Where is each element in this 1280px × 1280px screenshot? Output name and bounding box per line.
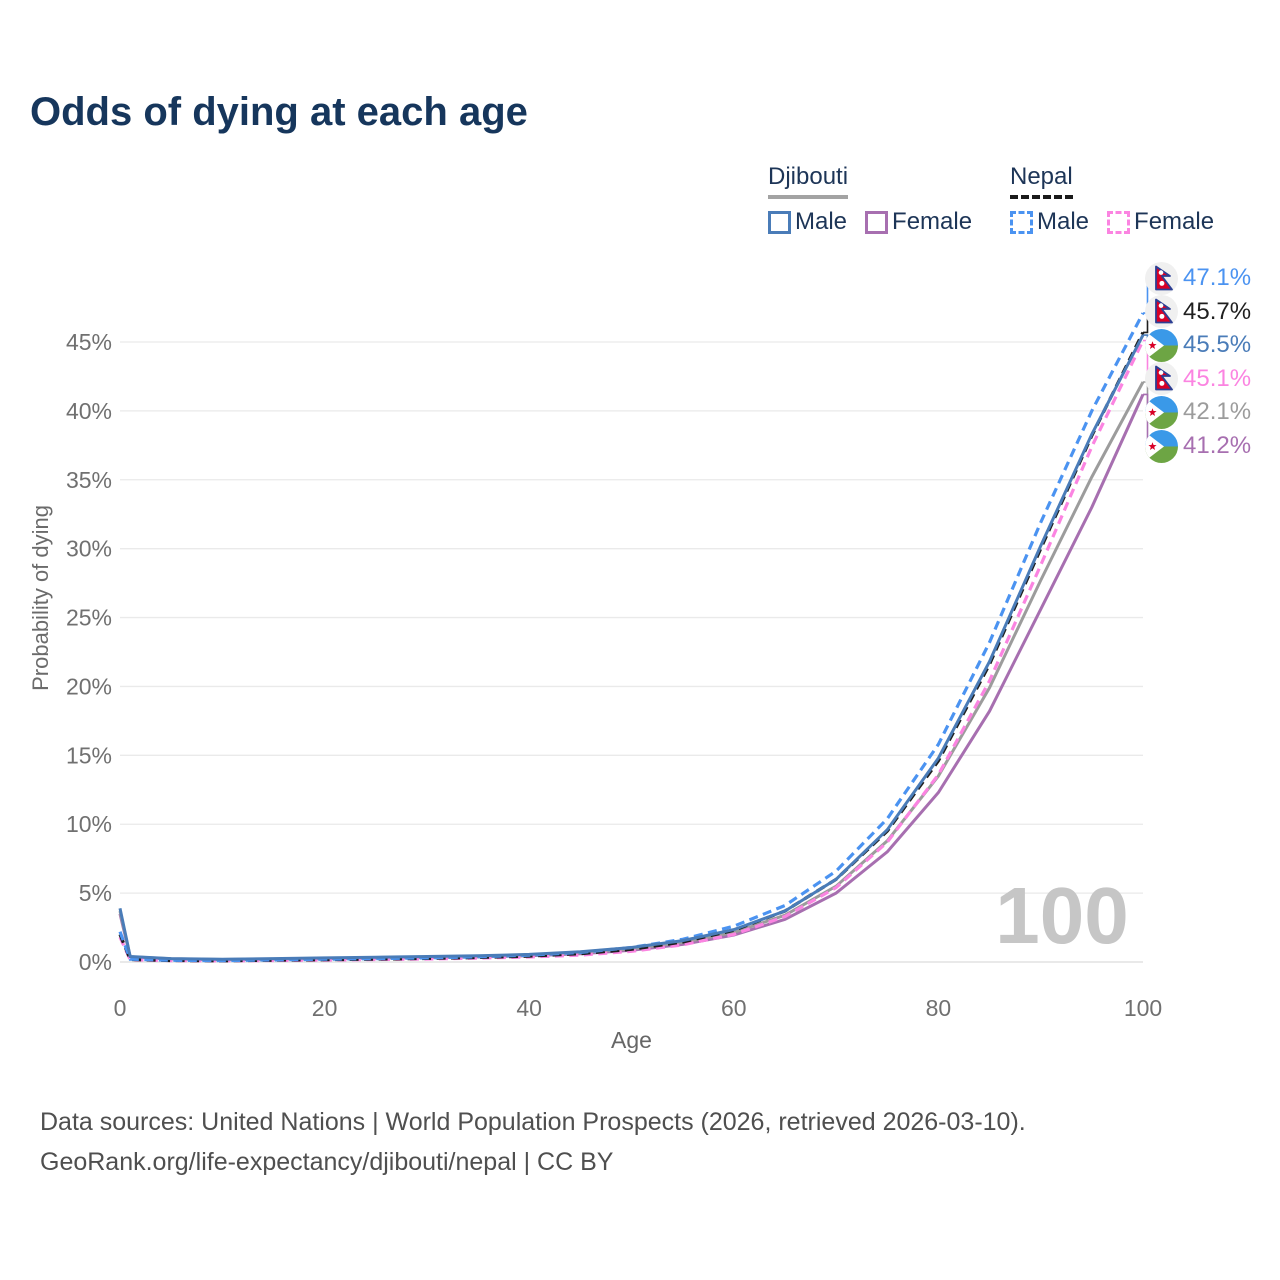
legend-label: Female (1134, 208, 1215, 235)
svg-text:20%: 20% (66, 673, 112, 699)
svg-text:60: 60 (721, 995, 747, 1021)
end-label-value: 47.1% (1183, 264, 1252, 291)
djibouti-flag-icon (1145, 328, 1178, 362)
svg-text:25%: 25% (66, 605, 112, 631)
svg-text:100: 100 (995, 871, 1128, 960)
svg-text:40: 40 (516, 995, 542, 1021)
djibouti-flag-icon (1145, 429, 1178, 463)
legend-items-nepal: Male Female (1010, 208, 1214, 236)
legend-item-nepal-female[interactable]: Female (1107, 208, 1214, 236)
end-label-value: 42.1% (1183, 398, 1252, 426)
svg-text:20: 20 (312, 995, 338, 1021)
legend-label: Female (892, 208, 973, 235)
legend-item-nepal-male[interactable]: Male (1010, 208, 1089, 236)
legend-label: Male (795, 208, 848, 235)
svg-text:80: 80 (926, 995, 952, 1021)
end-label-djibouti-both: 42.1% (1145, 395, 1252, 429)
legend-label: Male (1037, 208, 1090, 235)
legend-items-djibouti: Male Female (768, 208, 972, 236)
djibouti-female-swatch-icon (865, 210, 889, 234)
end-label-djibouti-female: 41.2% (1145, 429, 1252, 463)
attribution-line: GeoRank.org/life-expectancy/djibouti/nep… (40, 1148, 614, 1176)
svg-text:35%: 35% (66, 467, 112, 493)
end-label-value: 41.2% (1183, 432, 1252, 459)
svg-text:0: 0 (114, 995, 127, 1021)
nepal-male-swatch-icon (1010, 210, 1033, 234)
legend-country-nepal: Nepal (1010, 163, 1073, 199)
end-label-value: 45.1% (1183, 364, 1252, 392)
legend-group-djibouti: Djibouti Male Female (768, 163, 972, 236)
legend-country-djibouti: Djibouti (768, 163, 849, 199)
svg-text:45%: 45% (66, 329, 112, 355)
legend-group-nepal: Nepal Male Female (1010, 163, 1214, 236)
nepal-flag-icon (1145, 362, 1178, 396)
svg-text:40%: 40% (66, 398, 112, 424)
end-label-nepal-male: 47.1% (1145, 261, 1252, 295)
djibouti-flag-icon (1145, 395, 1178, 429)
djibouti-male-swatch-icon (768, 210, 791, 234)
end-label-nepal-female: 45.1% (1145, 362, 1252, 396)
legend-item-djibouti-female[interactable]: Female (865, 208, 972, 236)
end-label-value: 45.7% (1183, 297, 1252, 325)
svg-text:5%: 5% (79, 880, 112, 906)
nepal-female-swatch-icon (1107, 210, 1131, 234)
svg-text:15%: 15% (66, 742, 112, 768)
svg-text:0%: 0% (79, 949, 112, 975)
end-label-djibouti-male: 45.5% (1145, 328, 1252, 362)
data-sources-line: Data sources: United Nations | World Pop… (40, 1108, 1026, 1136)
page-title: Odds of dying at each age (30, 90, 528, 134)
end-label-value: 45.5% (1183, 331, 1252, 359)
svg-text:30%: 30% (66, 536, 112, 562)
nepal-flag-icon (1145, 295, 1178, 329)
legend-item-djibouti-male[interactable]: Male (768, 208, 847, 236)
svg-text:10%: 10% (66, 811, 112, 837)
svg-text:100: 100 (1124, 995, 1162, 1021)
y-axis-title: Probability of dying (28, 505, 53, 691)
svg-text:Age: Age (611, 1027, 652, 1053)
end-label-nepal-both: 45.7% (1145, 295, 1252, 329)
nepal-flag-icon (1145, 261, 1178, 295)
